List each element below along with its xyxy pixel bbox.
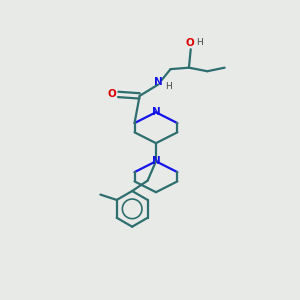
Text: N: N — [152, 156, 160, 166]
Text: N: N — [154, 77, 162, 87]
Text: N: N — [152, 107, 160, 117]
Text: O: O — [186, 38, 194, 48]
Text: H: H — [196, 38, 202, 47]
Text: O: O — [107, 89, 116, 99]
Text: H: H — [165, 82, 172, 91]
